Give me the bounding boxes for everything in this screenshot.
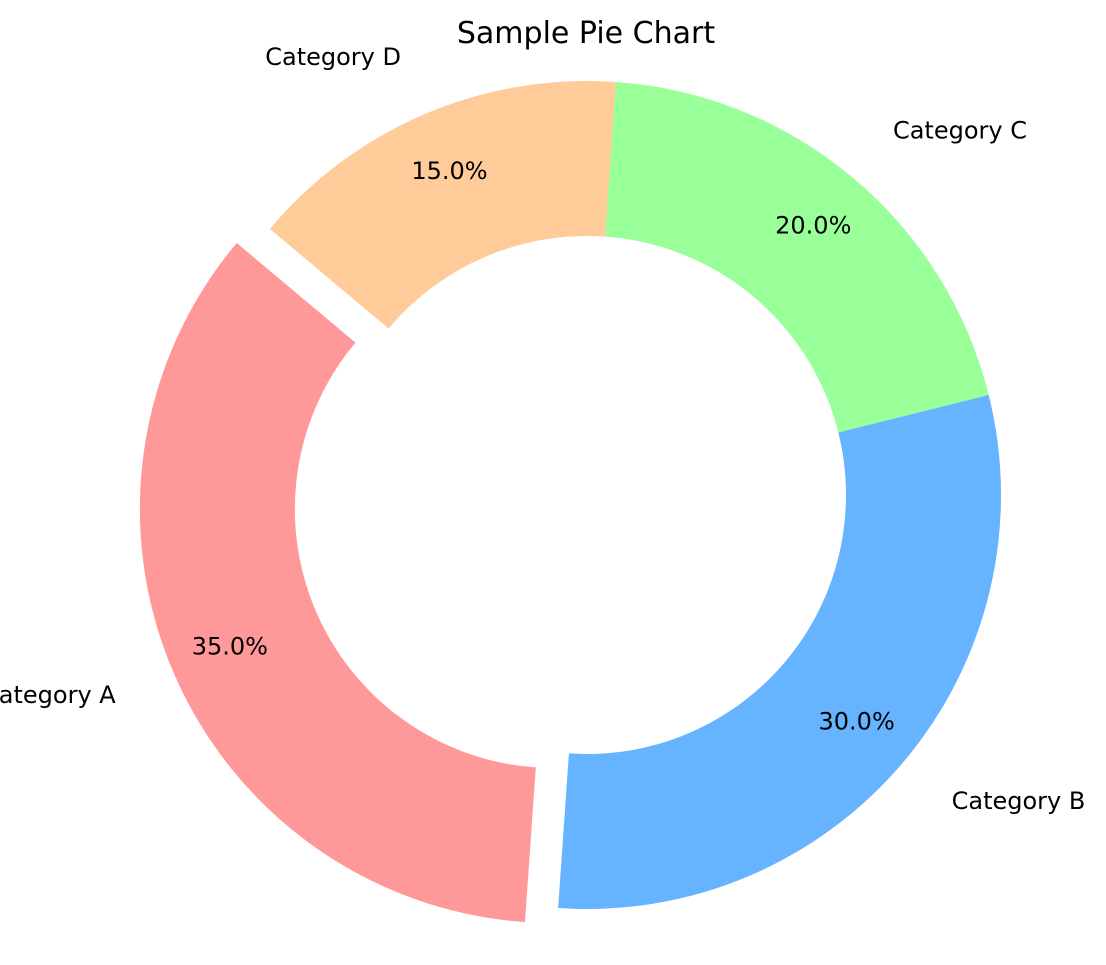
category-label-category-b: Category B <box>952 787 1086 815</box>
chart-title: Sample Pie Chart <box>457 16 715 51</box>
category-label-category-a: Category A <box>0 681 116 709</box>
category-label-category-c: Category C <box>893 116 1027 144</box>
value-label-category-d: 15.0% <box>411 157 487 185</box>
labels-layer: 35.0% Category A 30.0% Category B 20.0% Categ… <box>0 43 1085 815</box>
value-label-category-c: 20.0% <box>775 211 851 239</box>
slice-category-a <box>139 242 536 923</box>
slices-layer <box>139 80 1002 923</box>
value-label-category-b: 30.0% <box>819 707 895 735</box>
value-label-category-a: 35.0% <box>192 633 268 661</box>
slice-category-c <box>605 82 989 433</box>
slice-category-d <box>269 80 616 329</box>
category-label-category-d: Category D <box>265 43 401 71</box>
slice-category-b <box>558 394 1002 909</box>
